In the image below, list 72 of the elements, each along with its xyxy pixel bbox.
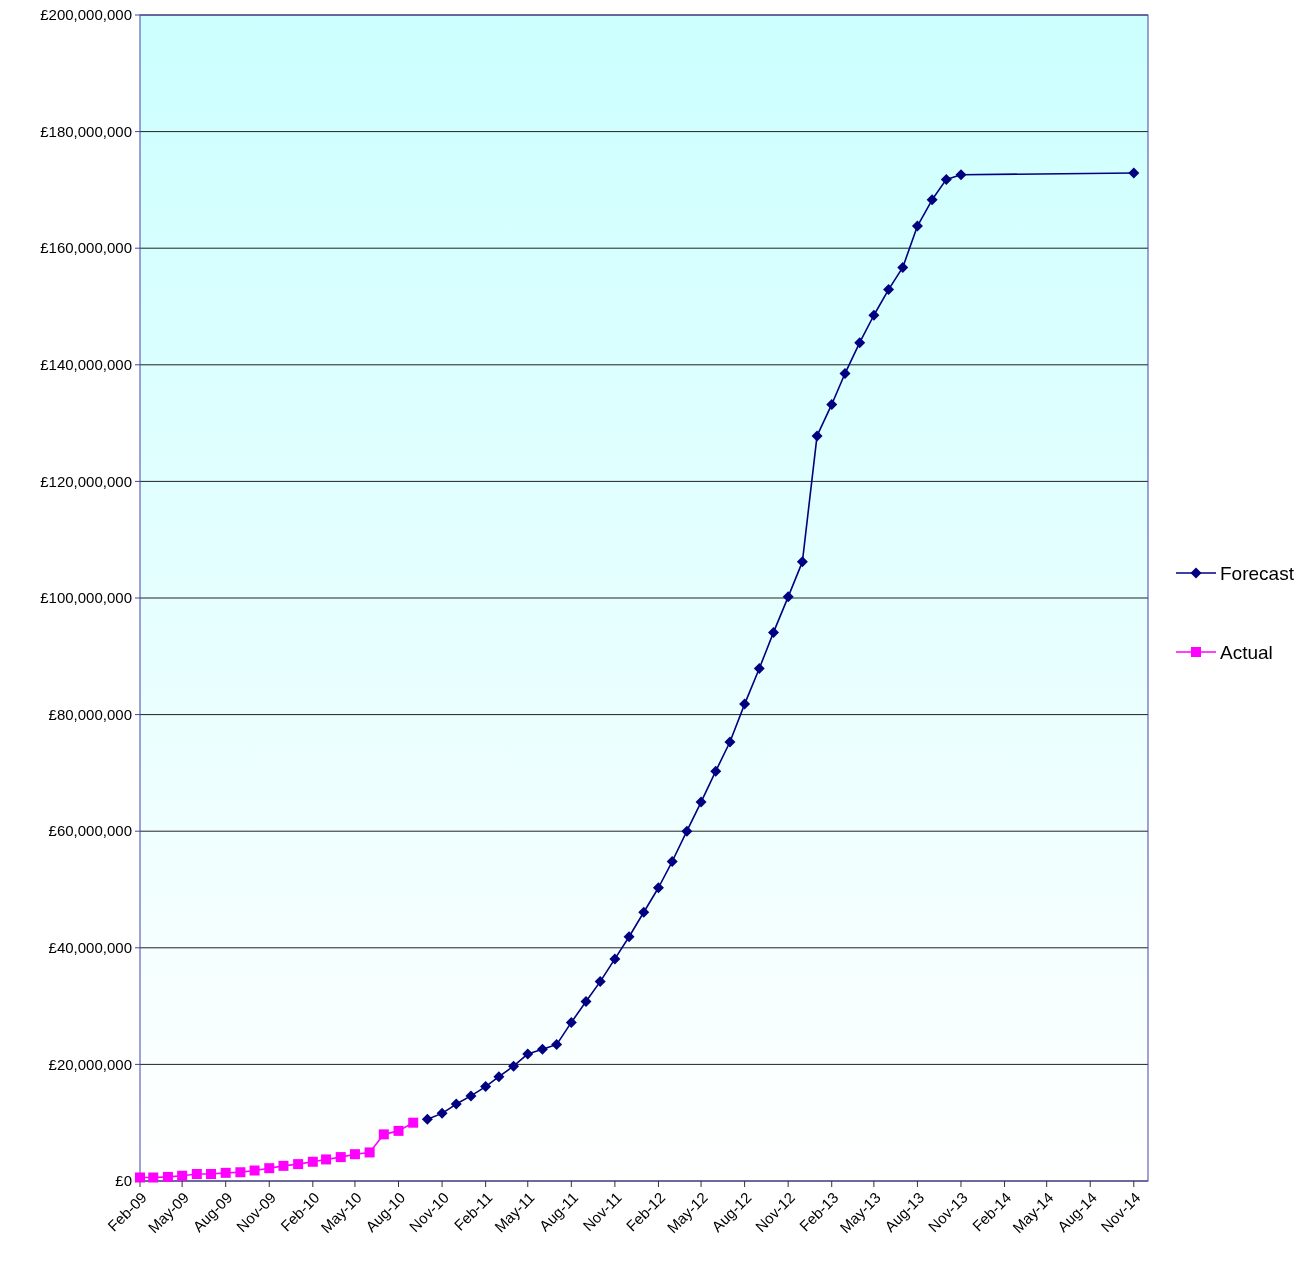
point [191,1169,202,1179]
point [681,825,693,837]
point [421,1113,433,1125]
point [724,736,736,748]
point [565,1016,577,1028]
y-tick-label: £160,000,000 [40,239,132,257]
point [278,1160,289,1171]
y-tick-label: £100,000,000 [40,589,132,607]
point [235,1167,246,1178]
y-tick-label: £120,000,000 [40,472,132,490]
legend-label: Actual [1220,641,1273,663]
point [335,1152,346,1163]
point [623,931,635,943]
point [162,1171,173,1182]
point [897,261,909,273]
point [826,398,838,410]
point [767,626,779,638]
point [393,1125,404,1136]
point [955,169,967,181]
y-tick-label: £200,000,000 [40,6,132,24]
point [135,1172,145,1183]
y-tick-label: £140,000,000 [40,356,132,374]
legend-label: Forecast [1220,562,1295,584]
point [307,1156,318,1167]
point [695,796,707,808]
point [854,337,866,349]
point [220,1167,231,1178]
point [551,1039,563,1051]
point [710,765,722,777]
y-tick-label: £60,000,000 [48,822,132,840]
y-tick-label: £0 [115,1172,132,1190]
y-tick-label: £80,000,000 [48,705,132,723]
point [1128,167,1140,179]
point [249,1165,260,1176]
point [868,309,880,321]
point [364,1147,375,1158]
point [638,906,650,918]
point [839,368,851,380]
point [753,663,765,675]
point [206,1169,217,1179]
point [264,1163,275,1174]
point [609,953,621,965]
point [508,1060,520,1072]
point [580,995,592,1007]
point [148,1172,159,1183]
point [666,856,678,868]
point [378,1129,389,1140]
point [465,1090,477,1102]
point [594,976,606,988]
point [911,220,923,232]
point [321,1154,332,1165]
point [536,1043,548,1055]
point [177,1170,188,1181]
point [408,1117,419,1128]
point [926,194,938,206]
y-tick-label: £180,000,000 [40,122,132,140]
point [480,1081,492,1093]
point [811,430,823,442]
point [940,173,952,185]
y-tick-label: £40,000,000 [48,939,132,957]
point [450,1098,462,1110]
point [796,556,808,568]
point [349,1149,360,1160]
point [652,882,664,894]
point [883,284,895,296]
point [739,698,751,710]
y-tick-label: £20,000,000 [48,1055,132,1073]
point [293,1159,304,1170]
point [522,1048,534,1060]
point [782,591,794,603]
point [493,1071,505,1083]
point [436,1107,448,1119]
